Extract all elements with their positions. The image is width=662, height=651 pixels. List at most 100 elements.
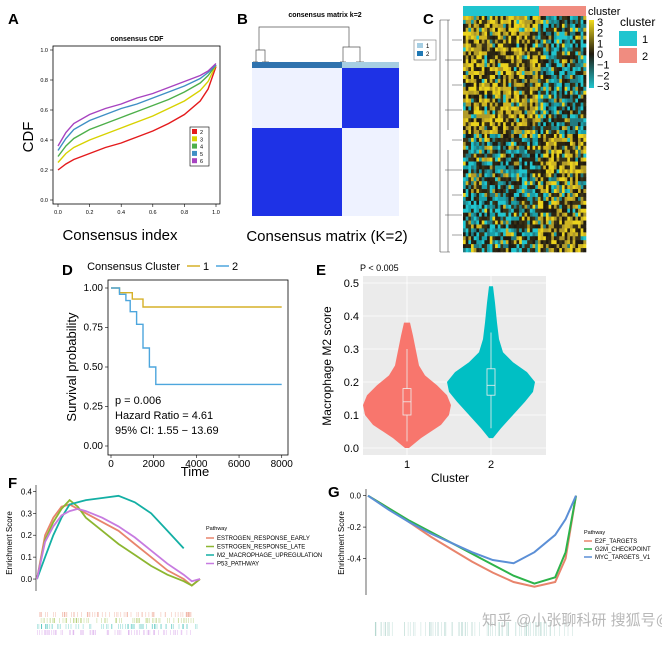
heatmap-cell — [505, 51, 509, 56]
heatmap-cell — [511, 220, 515, 225]
heatmap-cell — [497, 157, 501, 162]
heatmap-cell — [508, 193, 512, 198]
heatmap-cell — [535, 51, 539, 56]
heatmap-cell — [465, 212, 469, 217]
heatmap-cell — [540, 161, 544, 166]
heatmap-cell — [529, 102, 533, 107]
heatmap-cell — [529, 27, 533, 33]
heatmap-cell — [487, 177, 491, 182]
heatmap-cell — [577, 173, 581, 178]
heatmap-cell — [559, 126, 563, 131]
heatmap-cell — [465, 208, 469, 213]
heatmap-cell — [489, 181, 493, 186]
heatmap-cell — [516, 236, 520, 241]
heatmap-cell — [564, 145, 568, 151]
heatmap-cell — [577, 47, 581, 52]
heatmap-cell — [564, 185, 568, 190]
heatmap-cell — [465, 39, 469, 44]
heatmap-cell — [561, 82, 565, 88]
heatmap-cell — [548, 78, 552, 84]
heatmap-cell — [468, 220, 472, 225]
heatmap-cell — [569, 165, 573, 170]
heatmap-cell — [583, 43, 587, 48]
heatmap-cell — [500, 165, 504, 170]
heatmap-cell — [575, 43, 579, 48]
heatmap-cell — [548, 98, 552, 103]
heatmap-cell — [532, 193, 536, 198]
heatmap-cell — [463, 196, 466, 202]
heatmap-cell — [543, 153, 547, 158]
heatmap-cell — [505, 212, 509, 217]
heatmap-cell — [583, 248, 587, 253]
heatmap-cell — [495, 173, 499, 178]
heatmap-cell — [537, 232, 541, 237]
heatmap-cell — [476, 19, 480, 25]
heatmap-cell — [569, 118, 573, 123]
heatmap-cell — [535, 63, 539, 68]
heatmap-cell — [471, 51, 474, 56]
km-legend-title: Consensus Cluster — [87, 261, 180, 273]
heatmap-cell — [495, 130, 499, 135]
heatmap-cell — [567, 196, 571, 202]
panel-b: B consensus matrix k=2 1 2 Consensus mat… — [237, 11, 437, 245]
heatmap-cell — [535, 137, 539, 143]
heatmap-cell — [551, 236, 555, 241]
heatmap-cell — [521, 200, 525, 206]
heatmap-cell — [500, 78, 504, 84]
heatmap-cell — [559, 98, 563, 103]
gsea-g-legend-label: G2M_CHECKPOINT — [595, 547, 651, 553]
heatmap-cell — [521, 51, 525, 56]
heatmap-cell — [497, 75, 501, 80]
heatmap-cell — [492, 126, 496, 131]
heatmap-cell — [551, 185, 555, 190]
heatmap-cell — [489, 86, 493, 92]
heatmap-cell — [556, 27, 560, 33]
heatmap-cell — [545, 169, 549, 174]
heatmap-cell — [532, 240, 536, 245]
heatmap-cell — [511, 110, 515, 115]
heatmap-cell — [479, 47, 483, 52]
heatmap-cell — [521, 102, 525, 107]
heatmap-cell — [564, 51, 568, 56]
heatmap-cell — [492, 216, 496, 221]
heatmap-cell — [537, 122, 541, 127]
heatmap-cell — [479, 244, 483, 249]
heatmap-cell — [535, 27, 539, 33]
heatmap-cell — [489, 63, 493, 68]
heatmap-cell — [524, 161, 528, 166]
heatmap-cell — [463, 208, 466, 213]
heatmap-cell — [516, 228, 520, 233]
heatmap-cell — [479, 196, 483, 202]
heatmap-cell — [505, 126, 509, 131]
heatmap-cell — [503, 244, 507, 249]
heatmap-cell — [575, 232, 579, 237]
heatmap-cell — [479, 98, 483, 103]
heatmap-cell — [529, 39, 533, 44]
heatmap-cell — [521, 82, 525, 88]
heatmap-cell — [484, 94, 488, 99]
heatmap-cell — [508, 122, 512, 127]
heatmap-cell — [577, 216, 581, 221]
heatmap-cell — [484, 196, 488, 202]
heatmap-cell — [553, 47, 557, 52]
heatmap-cell — [489, 35, 493, 40]
panel-label-d: D — [62, 262, 73, 279]
heatmap-cell — [511, 149, 515, 154]
heatmap-cell — [572, 216, 576, 221]
heatmap-cell — [484, 106, 488, 111]
heatmap-cell — [487, 16, 491, 21]
heatmap-cell — [505, 248, 509, 253]
heatmap-cell — [553, 27, 557, 33]
heatmap-cell — [527, 228, 531, 233]
heatmap-cell — [465, 236, 469, 241]
heatmap-cell — [575, 71, 579, 76]
heatmap-cell — [543, 173, 547, 178]
heatmap-cell — [561, 23, 565, 29]
gsea-f-legend-label: ESTROGEN_RESPONSE_EARLY — [217, 536, 310, 542]
heatmap-cell — [495, 157, 499, 162]
heatmap-cell — [561, 145, 565, 151]
colorbar-tick-label: 1 — [597, 38, 603, 50]
heatmap-cell — [497, 141, 501, 147]
heatmap-cell — [521, 31, 525, 36]
heatmap-cell — [476, 193, 480, 198]
